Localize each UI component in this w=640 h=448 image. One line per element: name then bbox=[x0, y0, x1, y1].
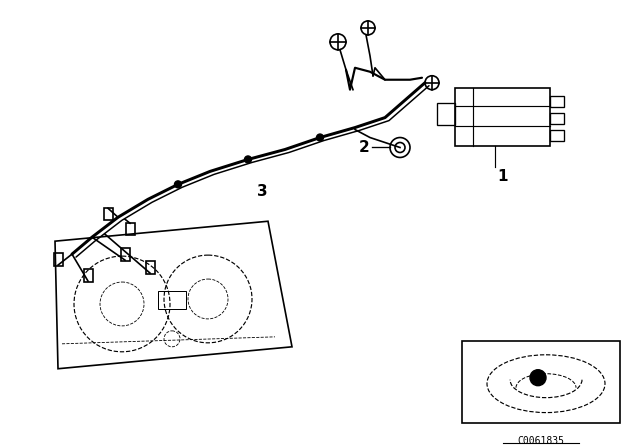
Bar bbox=[437, 103, 455, 125]
Bar bbox=[125, 223, 134, 235]
Bar bbox=[158, 291, 186, 309]
Text: 3: 3 bbox=[257, 184, 268, 199]
Bar bbox=[550, 112, 564, 124]
Bar bbox=[462, 341, 620, 422]
Circle shape bbox=[175, 181, 182, 188]
Bar bbox=[145, 261, 154, 274]
Bar bbox=[550, 129, 564, 141]
Circle shape bbox=[530, 370, 546, 386]
Text: 1: 1 bbox=[497, 169, 508, 185]
Bar bbox=[83, 269, 93, 281]
Bar bbox=[120, 248, 129, 261]
Bar bbox=[54, 253, 63, 266]
Text: C0061835: C0061835 bbox=[518, 435, 564, 445]
Circle shape bbox=[244, 156, 252, 163]
Bar bbox=[104, 208, 113, 220]
Text: 2: 2 bbox=[359, 140, 370, 155]
Bar bbox=[550, 96, 564, 107]
Bar bbox=[455, 88, 550, 146]
Circle shape bbox=[317, 134, 323, 141]
